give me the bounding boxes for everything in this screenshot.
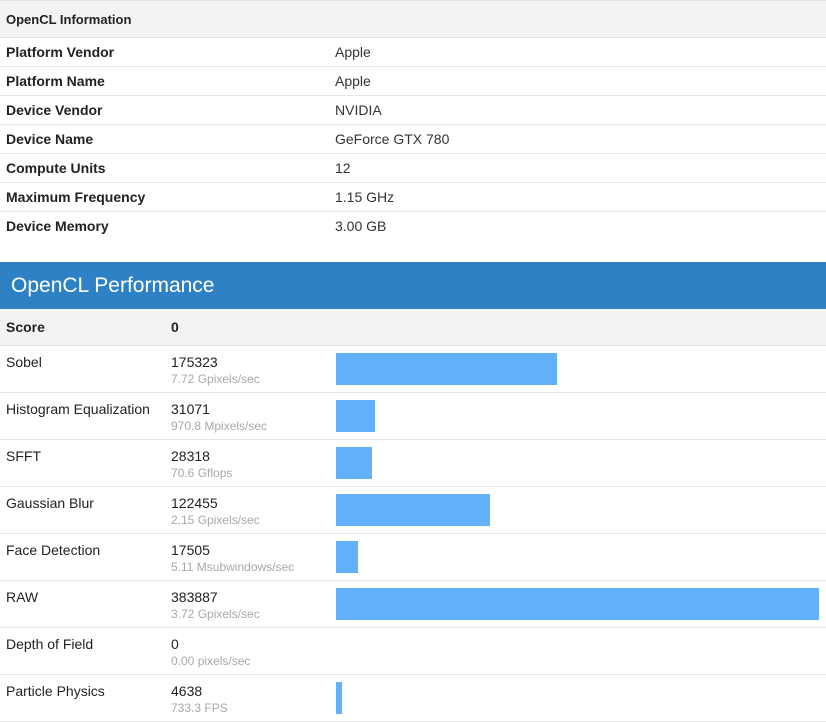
info-value: 3.00 GB bbox=[335, 218, 387, 234]
info-key: Device Memory bbox=[6, 218, 109, 234]
perf-row-particle-physics: Particle Physics 4638 733.3 FPS bbox=[0, 675, 826, 722]
perf-row-raw: RAW 383887 3.72 Gpixels/sec bbox=[0, 581, 826, 628]
info-key: Platform Vendor bbox=[6, 44, 115, 60]
info-key: Maximum Frequency bbox=[6, 189, 146, 205]
score-bar bbox=[336, 541, 358, 573]
info-value: Apple bbox=[335, 73, 371, 89]
score-bar-track bbox=[336, 541, 819, 573]
test-name: Histogram Equalization bbox=[6, 401, 150, 417]
info-value: 1.15 GHz bbox=[335, 189, 395, 205]
perf-row-face-detection: Face Detection 17505 5.11 Msubwindows/se… bbox=[0, 534, 826, 581]
test-name: Face Detection bbox=[6, 542, 101, 558]
info-key: Compute Units bbox=[6, 160, 106, 176]
score-bar-track bbox=[336, 682, 819, 714]
score-value: 0 bbox=[171, 319, 179, 335]
test-name: Gaussian Blur bbox=[6, 495, 94, 511]
score-bar bbox=[336, 588, 819, 620]
test-score: 4638 bbox=[171, 683, 203, 699]
test-score: 122455 bbox=[171, 495, 218, 511]
test-score: 0 bbox=[171, 636, 179, 652]
test-name: RAW bbox=[6, 589, 39, 605]
opencl-information-header: OpenCL Information bbox=[0, 1, 826, 38]
info-row-platform-vendor: Platform Vendor Apple bbox=[0, 38, 826, 67]
score-row: Score 0 bbox=[0, 309, 826, 346]
info-row-maximum-frequency: Maximum Frequency 1.15 GHz bbox=[0, 183, 826, 212]
score-bar-track bbox=[336, 447, 819, 479]
test-name: Particle Physics bbox=[6, 683, 105, 699]
test-rate: 970.8 Mpixels/sec bbox=[171, 419, 268, 433]
test-rate: 2.15 Gpixels/sec bbox=[171, 513, 260, 527]
info-key: Device Name bbox=[6, 131, 94, 147]
info-row-device-name: Device Name GeForce GTX 780 bbox=[0, 125, 826, 154]
score-bar-track bbox=[336, 494, 819, 526]
info-row-compute-units: Compute Units 12 bbox=[0, 154, 826, 183]
score-bar bbox=[336, 353, 557, 385]
info-row-device-vendor: Device Vendor NVIDIA bbox=[0, 96, 826, 125]
opencl-performance-banner: OpenCL Performance bbox=[0, 262, 826, 309]
test-score: 17505 bbox=[171, 542, 210, 558]
test-rate: 70.6 Gflops bbox=[171, 466, 233, 480]
test-score: 383887 bbox=[171, 589, 218, 605]
test-score: 28318 bbox=[171, 448, 210, 464]
info-value: GeForce GTX 780 bbox=[335, 131, 450, 147]
info-row-device-memory: Device Memory 3.00 GB bbox=[0, 212, 826, 240]
section-spacer bbox=[0, 240, 826, 262]
info-value: Apple bbox=[335, 44, 371, 60]
test-name: Depth of Field bbox=[6, 636, 94, 652]
info-key: Device Vendor bbox=[6, 102, 103, 118]
score-bar bbox=[336, 447, 372, 479]
test-rate: 0.00 pixels/sec bbox=[171, 654, 251, 668]
perf-row-histogram-equalization: Histogram Equalization 31071 970.8 Mpixe… bbox=[0, 393, 826, 440]
test-rate: 7.72 Gpixels/sec bbox=[171, 372, 260, 386]
info-row-platform-name: Platform Name Apple bbox=[0, 67, 826, 96]
score-bar-track bbox=[336, 400, 819, 432]
score-bar-track bbox=[336, 635, 819, 667]
test-rate: 3.72 Gpixels/sec bbox=[171, 607, 260, 621]
perf-row-sobel: Sobel 175323 7.72 Gpixels/sec bbox=[0, 346, 826, 393]
score-label: Score bbox=[6, 319, 45, 335]
perf-row-gaussian-blur: Gaussian Blur 122455 2.15 Gpixels/sec bbox=[0, 487, 826, 534]
score-bar bbox=[336, 682, 342, 714]
score-bar bbox=[336, 400, 375, 432]
info-key: Platform Name bbox=[6, 73, 105, 89]
perf-row-depth-of-field: Depth of Field 0 0.00 pixels/sec bbox=[0, 628, 826, 675]
test-rate: 733.3 FPS bbox=[171, 701, 228, 715]
opencl-information-table: OpenCL Information Platform Vendor Apple… bbox=[0, 0, 826, 240]
score-bar-track bbox=[336, 353, 819, 385]
score-bar bbox=[336, 494, 490, 526]
test-rate: 5.11 Msubwindows/sec bbox=[171, 560, 295, 574]
score-bar-track bbox=[336, 588, 819, 620]
test-name: Sobel bbox=[6, 354, 42, 370]
perf-row-sfft: SFFT 28318 70.6 Gflops bbox=[0, 440, 826, 487]
info-value: NVIDIA bbox=[335, 102, 382, 118]
info-value: 12 bbox=[335, 160, 351, 176]
test-score: 31071 bbox=[171, 401, 210, 417]
test-name: SFFT bbox=[6, 448, 41, 464]
test-score: 175323 bbox=[171, 354, 218, 370]
